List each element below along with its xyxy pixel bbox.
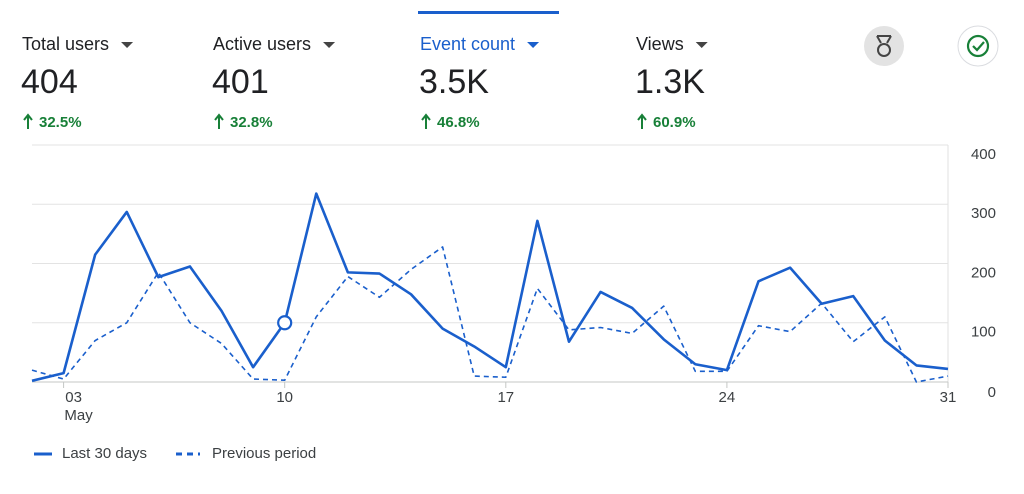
legend-label: Previous period [212, 445, 316, 462]
metric-label[interactable]: Total users [22, 34, 109, 54]
y-tick-label: 100 [971, 324, 996, 341]
dropdown-arrow [323, 42, 336, 48]
x-tick-label: 17 [497, 389, 514, 406]
check-icon [966, 34, 990, 58]
metric-change: 32.8% [230, 114, 273, 131]
metric-value: 3.5K [419, 63, 489, 101]
metric-label[interactable]: Event count [420, 34, 515, 54]
x-tick-label: 03 [65, 389, 82, 406]
insights-button[interactable] [864, 26, 904, 66]
up-arrow [23, 113, 33, 129]
series-line [31, 192, 949, 383]
up-arrow [421, 113, 431, 129]
metric-value: 1.3K [635, 63, 705, 101]
metric-change: 32.5% [39, 114, 82, 131]
metric-label[interactable]: Active users [213, 34, 311, 54]
medal-icon [876, 35, 892, 57]
x-tick-label: 24 [719, 389, 736, 406]
x-tick-label: 31 [940, 389, 957, 406]
y-tick-label: 0 [988, 384, 996, 401]
dropdown-arrow [527, 42, 540, 48]
up-arrow [637, 113, 647, 129]
y-tick-label: 300 [971, 205, 996, 222]
dropdown-arrow [121, 42, 134, 48]
x-tick-label: 10 [276, 389, 293, 406]
metric-change: 46.8% [437, 114, 480, 131]
status-button[interactable] [957, 25, 999, 67]
hover-point [277, 315, 293, 331]
series-line [31, 246, 949, 383]
y-tick-label: 400 [971, 146, 996, 163]
x-month-label: May [64, 407, 93, 424]
dropdown-arrow [695, 42, 708, 48]
metric-value: 401 [212, 63, 269, 101]
selected-underline [418, 11, 559, 14]
metric-value: 404 [21, 63, 78, 101]
y-tick-label: 200 [971, 264, 996, 281]
check-mark [972, 41, 985, 52]
up-arrow [214, 113, 224, 129]
metric-label[interactable]: Views [636, 34, 684, 54]
metric-change: 60.9% [653, 114, 696, 131]
legend-label: Last 30 days [62, 445, 147, 462]
